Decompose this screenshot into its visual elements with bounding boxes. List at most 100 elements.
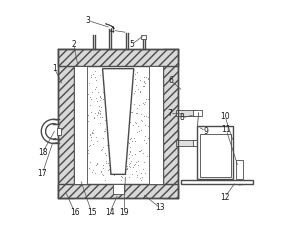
Point <box>105 102 109 106</box>
Point <box>153 168 158 172</box>
Bar <box>193 111 202 116</box>
Point <box>155 74 159 78</box>
Point <box>142 100 147 104</box>
Point <box>125 92 130 96</box>
Point <box>93 171 97 174</box>
Point <box>104 161 108 165</box>
Point <box>132 139 137 143</box>
Point <box>88 73 93 77</box>
Text: 8: 8 <box>179 113 184 122</box>
Point <box>105 161 110 165</box>
Point <box>131 136 136 139</box>
Point <box>136 87 141 90</box>
Point <box>119 142 124 146</box>
Point <box>105 125 109 129</box>
Point <box>128 145 133 149</box>
Point <box>77 83 82 87</box>
Point <box>150 122 155 126</box>
Bar <box>74 66 163 184</box>
Point <box>76 103 81 106</box>
Point <box>82 165 86 169</box>
Point <box>82 117 87 121</box>
Point <box>95 113 100 116</box>
Bar <box>181 180 253 184</box>
Point <box>87 160 92 164</box>
Point <box>104 115 108 119</box>
Point <box>149 79 154 83</box>
Point <box>105 124 110 128</box>
Point <box>98 148 103 152</box>
Point <box>118 96 122 100</box>
Point <box>128 136 133 139</box>
Point <box>83 122 88 126</box>
Point <box>102 129 107 133</box>
Point <box>115 129 120 132</box>
Point <box>91 72 95 76</box>
Point <box>89 130 94 134</box>
Bar <box>74 66 87 184</box>
Text: 17: 17 <box>38 169 47 178</box>
Point <box>86 92 90 96</box>
Point <box>125 166 129 170</box>
Point <box>112 152 117 156</box>
Bar <box>163 49 178 198</box>
Point <box>121 165 125 169</box>
Point <box>83 122 88 126</box>
Point <box>96 111 101 115</box>
Point <box>80 89 84 93</box>
Point <box>82 106 86 110</box>
Bar <box>149 66 163 184</box>
Point <box>114 131 118 135</box>
Point <box>155 94 160 98</box>
Point <box>121 159 126 163</box>
Point <box>136 160 140 164</box>
Point <box>98 170 103 174</box>
Point <box>95 99 100 103</box>
Point <box>108 115 113 119</box>
Point <box>80 114 85 118</box>
Point <box>149 70 153 74</box>
Point <box>87 166 92 170</box>
Point <box>138 128 143 132</box>
Point <box>109 157 114 161</box>
Point <box>81 149 86 153</box>
Bar <box>176 111 195 116</box>
Point <box>98 109 102 113</box>
Point <box>116 71 121 75</box>
Point <box>77 133 82 137</box>
Point <box>74 124 79 128</box>
Point <box>108 88 113 92</box>
Point <box>97 108 101 112</box>
Point <box>125 167 130 171</box>
Point <box>117 134 121 138</box>
Point <box>127 148 132 152</box>
Point <box>98 111 102 115</box>
Point <box>93 75 98 78</box>
Point <box>152 81 156 85</box>
Point <box>127 152 131 156</box>
Point <box>148 143 152 147</box>
Point <box>143 123 148 127</box>
Point <box>146 136 151 140</box>
Point <box>78 140 82 144</box>
Point <box>123 159 128 163</box>
Point <box>89 170 94 174</box>
Point <box>145 97 150 101</box>
Point <box>82 139 86 143</box>
Point <box>124 167 129 171</box>
Point <box>133 89 138 93</box>
Point <box>74 175 79 179</box>
Point <box>94 139 99 143</box>
Point <box>139 118 144 122</box>
Point <box>146 149 151 153</box>
Point <box>123 141 128 145</box>
Point <box>129 153 134 157</box>
Point <box>155 134 159 138</box>
Point <box>102 80 107 84</box>
Point <box>89 135 93 139</box>
Point <box>135 130 139 134</box>
Point <box>133 152 138 156</box>
Point <box>115 118 120 122</box>
Point <box>137 78 142 82</box>
Point <box>145 154 150 158</box>
